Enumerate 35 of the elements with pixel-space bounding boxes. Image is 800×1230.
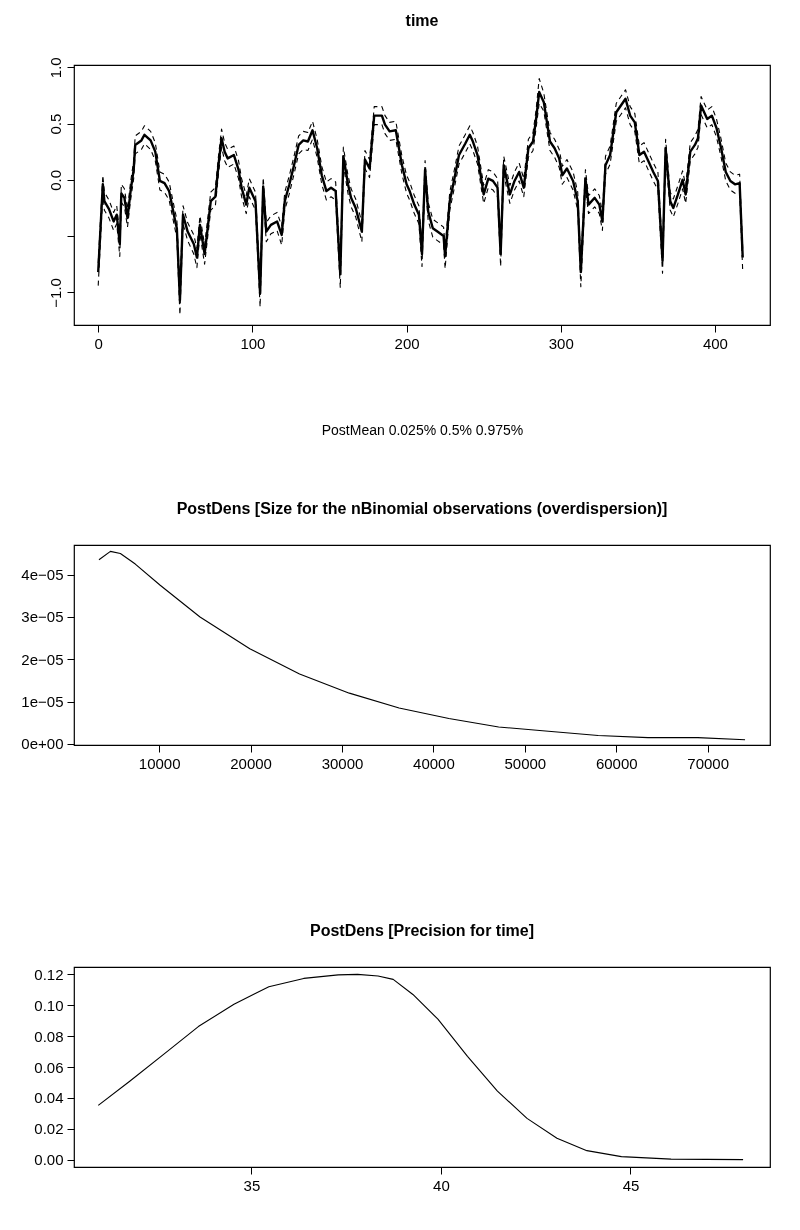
y-tick-label: 0.00 bbox=[34, 1151, 64, 1169]
chart-title: time bbox=[405, 11, 439, 29]
y-tick-label: 0.06 bbox=[34, 1058, 64, 1076]
y-tick-label: 0.0 bbox=[46, 169, 64, 191]
y-tick-label: 0e+00 bbox=[21, 735, 64, 753]
x-tick-label: 60000 bbox=[595, 754, 638, 772]
x-tick-label: 400 bbox=[702, 334, 728, 352]
x-tick-label: 50000 bbox=[504, 754, 547, 772]
x-axis-title: PostMean 0.025% 0.5% 0.975% bbox=[321, 421, 524, 438]
x-tick-label: 40 bbox=[433, 1176, 450, 1194]
y-tick-label: 0.02 bbox=[34, 1120, 64, 1138]
x-tick-label: 200 bbox=[394, 334, 420, 352]
x-tick-label: 300 bbox=[548, 334, 574, 352]
x-tick-label: 0 bbox=[94, 334, 103, 352]
chart-title: PostDens [Precision for time] bbox=[309, 922, 535, 939]
x-tick-label: 20000 bbox=[230, 754, 272, 772]
x-tick-label: 40000 bbox=[413, 754, 455, 772]
y-tick-label: 4e−05 bbox=[21, 566, 64, 584]
y-tick-label: −1.0 bbox=[46, 278, 64, 308]
x-tick-label: 10000 bbox=[138, 754, 181, 772]
x-tick-label: 70000 bbox=[687, 754, 730, 772]
y-tick-label: 3e−05 bbox=[21, 608, 64, 626]
x-tick-label: 45 bbox=[622, 1176, 640, 1194]
x-tick-label: 100 bbox=[240, 334, 266, 352]
y-tick-label: 0.04 bbox=[34, 1089, 64, 1107]
x-tick-label: 30000 bbox=[321, 754, 364, 772]
y-tick-label: 0.12 bbox=[34, 965, 64, 983]
y-tick-label: 1.0 bbox=[46, 57, 64, 79]
x-tick-label: 35 bbox=[243, 1176, 261, 1194]
y-tick-label: 0.08 bbox=[34, 1027, 64, 1045]
y-tick-label: 2e−05 bbox=[21, 650, 64, 668]
y-tick-label: 0.5 bbox=[46, 113, 64, 135]
y-tick-label: 0.10 bbox=[34, 996, 64, 1014]
chart-title: PostDens [Size for the nBinomial observations (overdispersion)] bbox=[176, 500, 668, 517]
y-tick-label: 1e−05 bbox=[21, 693, 64, 711]
